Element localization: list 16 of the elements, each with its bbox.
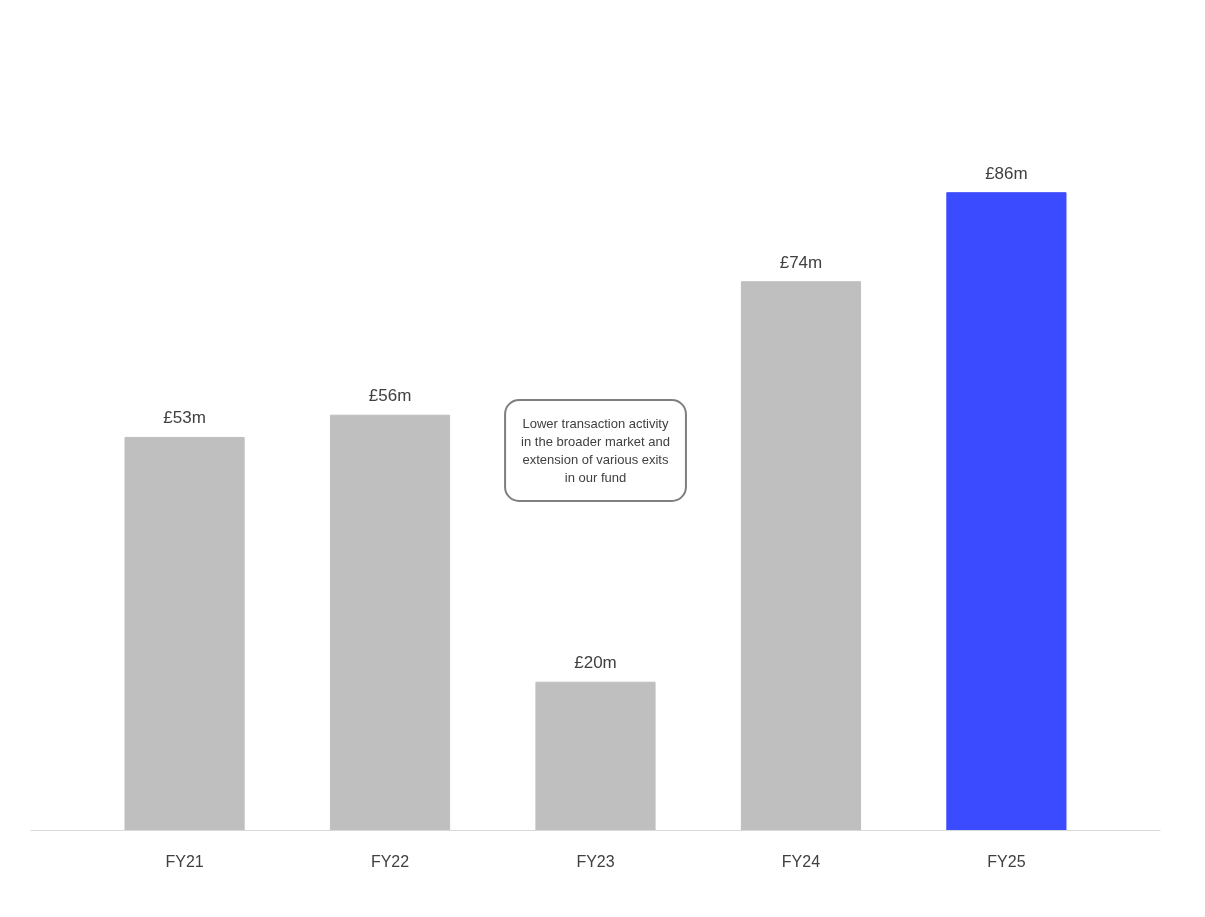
annotation: Lower transaction activity in the broader market and extension of various exits in our fund — [521, 416, 670, 485]
x-tick-label: FY23 — [576, 852, 615, 870]
bar — [946, 192, 1067, 831]
bar — [124, 436, 245, 831]
data-label: £20m — [574, 653, 617, 673]
bar — [740, 281, 862, 831]
x-tick-label: FY24 — [781, 852, 821, 870]
data-label: £86m — [985, 163, 1028, 183]
x-tick-label: FY25 — [987, 852, 1026, 870]
data-label: £56m — [368, 386, 412, 406]
data-label: £53m — [163, 408, 206, 428]
bar — [535, 681, 656, 831]
x-tick-label: FY21 — [165, 852, 204, 870]
x-tick-label: FY22 — [370, 852, 410, 870]
data-label: £74m — [779, 252, 823, 272]
bar — [329, 414, 451, 831]
